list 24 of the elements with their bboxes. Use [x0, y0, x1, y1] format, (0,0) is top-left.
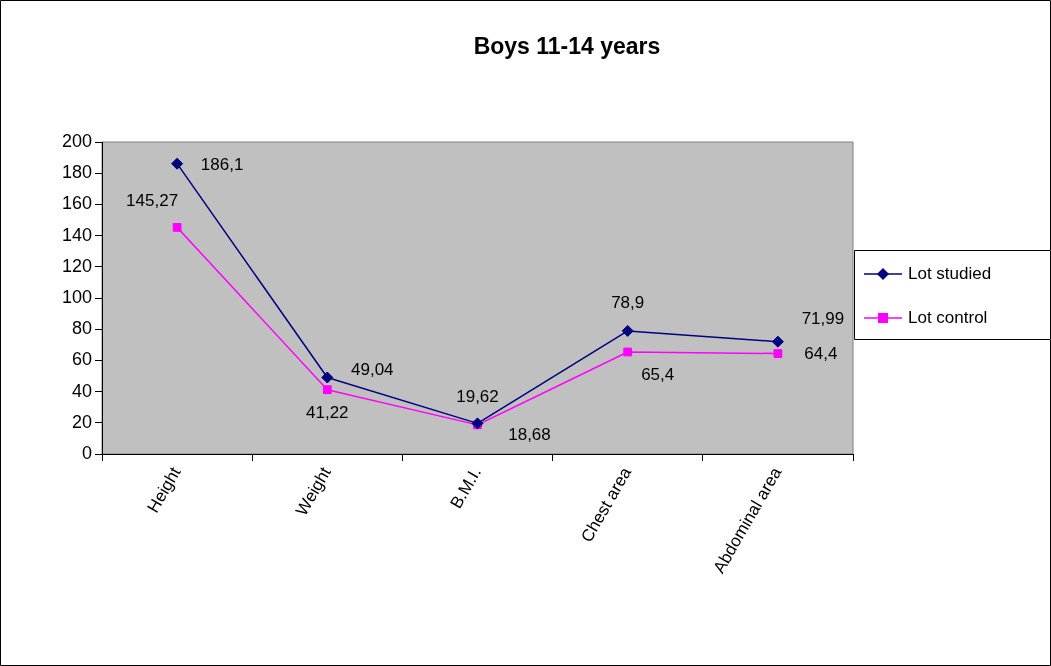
y-tick-label: 120 — [61, 255, 92, 276]
data-label: 49,04 — [351, 360, 394, 380]
data-label: 64,4 — [804, 344, 838, 364]
data-label: 18,68 — [508, 424, 551, 444]
y-tick-label: 80 — [71, 318, 92, 339]
y-tick-label: 200 — [61, 130, 92, 151]
legend-label: Lot control — [908, 307, 988, 327]
y-tick-label: 0 — [81, 442, 92, 463]
y-tick-label: 100 — [61, 286, 92, 307]
data-label: 65,4 — [641, 364, 675, 384]
data-label: 186,1 — [200, 155, 244, 175]
data-label: 71,99 — [801, 309, 845, 329]
y-tick-label: 160 — [61, 193, 92, 214]
y-tick-label: 40 — [71, 380, 92, 401]
data-label: 41,22 — [306, 403, 349, 423]
y-tick-label: 20 — [71, 411, 92, 432]
data-label: 78,9 — [611, 292, 645, 312]
data-label: 19,62 — [456, 387, 499, 407]
chart-title: Boys 11-14 years — [473, 33, 661, 60]
y-tick-label: 180 — [61, 162, 92, 183]
y-tick-label: 140 — [61, 224, 92, 245]
data-label: 145,27 — [126, 191, 179, 211]
y-tick-label: 60 — [71, 349, 92, 370]
legend-label: Lot studied — [908, 263, 992, 283]
